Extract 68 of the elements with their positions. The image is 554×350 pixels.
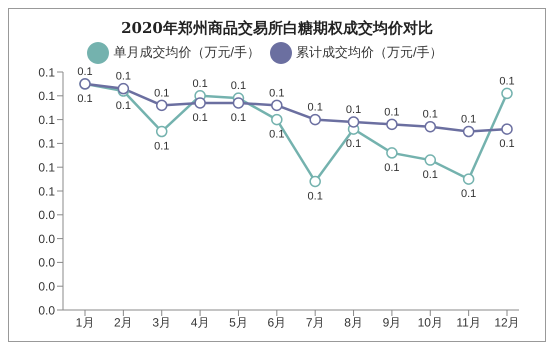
y-tick-label: 0.0 bbox=[38, 279, 56, 294]
y-tick-label: 0.0 bbox=[38, 208, 56, 222]
y-tick-label: 0.0 bbox=[38, 256, 56, 270]
data-label: 0.1 bbox=[422, 108, 438, 121]
data-label: 0.1 bbox=[230, 80, 246, 92]
x-tick-label: 8月 bbox=[344, 316, 363, 330]
data-label: 0.1 bbox=[346, 104, 362, 116]
x-tick-label: 1月 bbox=[76, 316, 94, 330]
point bbox=[386, 118, 398, 130]
data-label: 0.1 bbox=[192, 78, 208, 90]
y-tick-label: 0.1 bbox=[38, 112, 56, 127]
data-label: 0.1 bbox=[499, 138, 515, 150]
y-tick-label: 0.0 bbox=[38, 303, 56, 318]
point bbox=[271, 114, 283, 126]
data-label: 0.1 bbox=[384, 106, 400, 118]
x-tick-label: 9月 bbox=[382, 316, 402, 330]
data-label: 0.1 bbox=[269, 128, 284, 141]
data-label: 0.1 bbox=[308, 190, 323, 202]
legend-label: 累计成交均价（万元/手） bbox=[296, 44, 443, 60]
data-label: 0.1 bbox=[77, 92, 93, 105]
point bbox=[501, 88, 513, 100]
point bbox=[156, 126, 168, 138]
point bbox=[194, 97, 206, 109]
data-label: 0.1 bbox=[346, 138, 362, 150]
y-tick-label: 0.1 bbox=[38, 184, 56, 198]
y-tick-label: 0.1 bbox=[38, 65, 56, 80]
data-label: 0.1 bbox=[154, 87, 170, 100]
data-label: 0.1 bbox=[230, 112, 246, 124]
point bbox=[462, 173, 474, 185]
data-label: 0.1 bbox=[460, 188, 476, 200]
x-tick-label: 2月 bbox=[114, 316, 133, 330]
x-tick-label: 7月 bbox=[306, 316, 325, 330]
data-label: 0.1 bbox=[192, 112, 208, 124]
data-label: 0.1 bbox=[154, 140, 170, 152]
data-label: 0.1 bbox=[308, 102, 323, 114]
chart-title: 2020年郑州商品交易所白糖期权成交均价对比 bbox=[120, 19, 434, 38]
point bbox=[348, 116, 360, 128]
x-tick-label: 5月 bbox=[229, 316, 248, 330]
x-tick-label: 12月 bbox=[494, 316, 520, 330]
point bbox=[501, 123, 513, 135]
x-tick-label: 10月 bbox=[418, 316, 443, 330]
point bbox=[118, 82, 130, 94]
y-tick-label: 0.1 bbox=[38, 136, 56, 151]
data-label: 0.1 bbox=[77, 66, 93, 78]
data-label: 0.1 bbox=[116, 70, 132, 83]
data-label: 0.1 bbox=[422, 169, 438, 182]
data-label: 0.1 bbox=[460, 114, 476, 126]
point bbox=[424, 120, 436, 132]
data-label: 0.1 bbox=[499, 75, 515, 88]
data-label: 0.1 bbox=[269, 87, 284, 100]
x-tick-label: 6月 bbox=[267, 316, 286, 330]
x-tick-label: 3月 bbox=[152, 316, 172, 330]
point bbox=[309, 176, 321, 188]
y-tick-label: 0.1 bbox=[38, 160, 56, 174]
point bbox=[462, 126, 474, 138]
point bbox=[232, 97, 244, 109]
y-tick-label: 0.1 bbox=[38, 89, 56, 104]
point bbox=[309, 114, 321, 126]
data-label: 0.1 bbox=[116, 100, 132, 112]
data-label: 0.1 bbox=[384, 162, 400, 174]
y-tick-label: 0.0 bbox=[38, 232, 56, 246]
x-tick-label: 4月 bbox=[190, 316, 210, 330]
point bbox=[271, 100, 283, 112]
point bbox=[156, 100, 168, 112]
legend-label: 单月成交均价（万元/手） bbox=[113, 44, 260, 60]
x-tick-label: 11月 bbox=[456, 316, 481, 330]
point bbox=[386, 147, 398, 159]
point bbox=[424, 154, 436, 166]
